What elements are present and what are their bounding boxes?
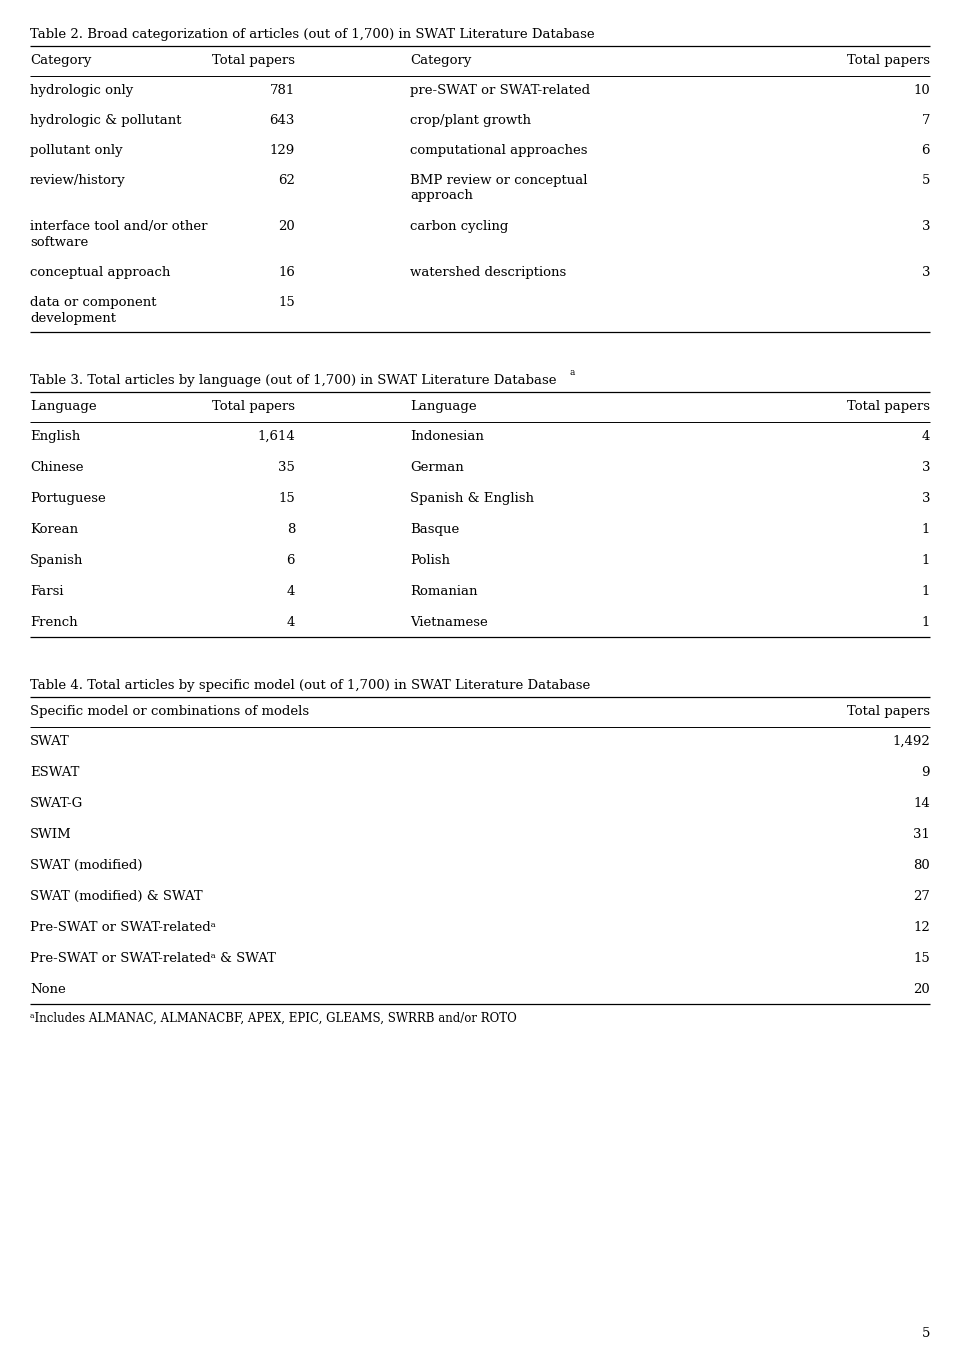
Text: watershed descriptions: watershed descriptions (410, 266, 566, 278)
Text: 9: 9 (922, 766, 930, 779)
Text: 20: 20 (278, 220, 295, 234)
Text: 4: 4 (287, 617, 295, 629)
Text: English: English (30, 430, 81, 443)
Text: German: German (410, 460, 464, 474)
Text: None: None (30, 983, 65, 995)
Text: a: a (570, 368, 575, 378)
Text: Language: Language (30, 401, 97, 413)
Text: Table 3. Total articles by language (out of 1,700) in SWAT Literature Database: Table 3. Total articles by language (out… (30, 373, 557, 387)
Text: 20: 20 (913, 983, 930, 995)
Text: Romanian: Romanian (410, 585, 477, 598)
Text: Portuguese: Portuguese (30, 492, 106, 505)
Text: French: French (30, 617, 78, 629)
Text: Farsi: Farsi (30, 585, 63, 598)
Text: 12: 12 (913, 921, 930, 934)
Text: 15: 15 (913, 952, 930, 966)
Text: 80: 80 (913, 860, 930, 872)
Text: BMP review or conceptual: BMP review or conceptual (410, 174, 588, 187)
Text: Vietnamese: Vietnamese (410, 617, 488, 629)
Text: approach: approach (410, 190, 473, 202)
Text: Korean: Korean (30, 523, 78, 536)
Text: 4: 4 (922, 430, 930, 443)
Text: Spanish & English: Spanish & English (410, 492, 534, 505)
Text: 3: 3 (922, 460, 930, 474)
Text: 8: 8 (287, 523, 295, 536)
Text: 6: 6 (286, 554, 295, 568)
Text: Indonesian: Indonesian (410, 430, 484, 443)
Text: Total papers: Total papers (847, 705, 930, 718)
Text: 1,492: 1,492 (892, 735, 930, 748)
Text: interface tool and/or other: interface tool and/or other (30, 220, 207, 234)
Text: 15: 15 (278, 296, 295, 310)
Text: 62: 62 (278, 174, 295, 187)
Text: 1: 1 (922, 585, 930, 598)
Text: software: software (30, 235, 88, 249)
Text: computational approaches: computational approaches (410, 144, 588, 158)
Text: 15: 15 (278, 492, 295, 505)
Text: Language: Language (410, 401, 476, 413)
Text: conceptual approach: conceptual approach (30, 266, 170, 278)
Text: 14: 14 (913, 797, 930, 809)
Text: 10: 10 (913, 84, 930, 96)
Text: SWAT-G: SWAT-G (30, 797, 84, 809)
Text: Pre-SWAT or SWAT-relatedᵃ & SWAT: Pre-SWAT or SWAT-relatedᵃ & SWAT (30, 952, 276, 966)
Text: Table 4. Total articles by specific model (out of 1,700) in SWAT Literature Data: Table 4. Total articles by specific mode… (30, 679, 590, 693)
Text: Total papers: Total papers (212, 401, 295, 413)
Text: SWAT (modified) & SWAT: SWAT (modified) & SWAT (30, 889, 203, 903)
Text: Total papers: Total papers (847, 54, 930, 67)
Text: Spanish: Spanish (30, 554, 84, 568)
Text: review/history: review/history (30, 174, 126, 187)
Text: 1: 1 (922, 523, 930, 536)
Text: Total papers: Total papers (212, 54, 295, 67)
Text: 129: 129 (270, 144, 295, 158)
Text: carbon cycling: carbon cycling (410, 220, 509, 234)
Text: Chinese: Chinese (30, 460, 84, 474)
Text: 643: 643 (270, 114, 295, 128)
Text: SWIM: SWIM (30, 828, 72, 841)
Text: hydrologic only: hydrologic only (30, 84, 133, 96)
Text: development: development (30, 311, 116, 325)
Text: Basque: Basque (410, 523, 459, 536)
Text: 781: 781 (270, 84, 295, 96)
Text: Category: Category (30, 54, 91, 67)
Text: Total papers: Total papers (847, 401, 930, 413)
Text: 6: 6 (922, 144, 930, 158)
Text: 1: 1 (922, 617, 930, 629)
Text: 7: 7 (922, 114, 930, 128)
Text: ESWAT: ESWAT (30, 766, 80, 779)
Text: 3: 3 (922, 492, 930, 505)
Text: 27: 27 (913, 889, 930, 903)
Text: 4: 4 (287, 585, 295, 598)
Text: SWAT: SWAT (30, 735, 70, 748)
Text: pollutant only: pollutant only (30, 144, 123, 158)
Text: Pre-SWAT or SWAT-relatedᵃ: Pre-SWAT or SWAT-relatedᵃ (30, 921, 216, 934)
Text: 3: 3 (922, 266, 930, 278)
Text: 31: 31 (913, 828, 930, 841)
Text: Polish: Polish (410, 554, 450, 568)
Text: SWAT (modified): SWAT (modified) (30, 860, 142, 872)
Text: Category: Category (410, 54, 471, 67)
Text: 1,614: 1,614 (257, 430, 295, 443)
Text: Table 2. Broad categorization of articles (out of 1,700) in SWAT Literature Data: Table 2. Broad categorization of article… (30, 29, 594, 41)
Text: ᵃIncludes ALMANAC, ALMANACBF, APEX, EPIC, GLEAMS, SWRRB and/or ROTO: ᵃIncludes ALMANAC, ALMANACBF, APEX, EPIC… (30, 1012, 516, 1025)
Text: data or component: data or component (30, 296, 156, 310)
Text: 3: 3 (922, 220, 930, 234)
Text: 16: 16 (278, 266, 295, 278)
Text: 35: 35 (278, 460, 295, 474)
Text: 5: 5 (922, 174, 930, 187)
Text: 1: 1 (922, 554, 930, 568)
Text: hydrologic & pollutant: hydrologic & pollutant (30, 114, 181, 128)
Text: crop/plant growth: crop/plant growth (410, 114, 531, 128)
Text: 5: 5 (922, 1327, 930, 1340)
Text: pre-SWAT or SWAT-related: pre-SWAT or SWAT-related (410, 84, 590, 96)
Text: Specific model or combinations of models: Specific model or combinations of models (30, 705, 309, 718)
